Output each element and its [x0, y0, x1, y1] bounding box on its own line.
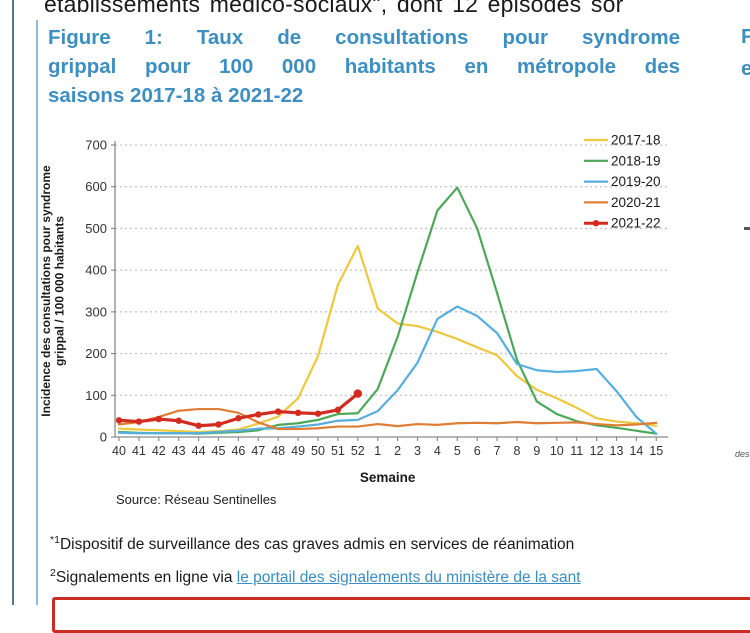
x-tick-label: 10 — [550, 444, 564, 458]
x-tick-label: 9 — [533, 444, 540, 458]
x-tick-label: 48 — [271, 444, 285, 458]
x-tick-label: 6 — [474, 444, 481, 458]
x-tick-label: 11 — [570, 444, 583, 458]
series-line-2019-20 — [117, 305, 658, 435]
x-tick-label: 12 — [590, 444, 604, 458]
x-tick-label: 43 — [172, 444, 186, 458]
x-tick-label: 13 — [610, 444, 624, 458]
legend-label-2020-21: 2020-21 — [611, 195, 661, 210]
footnote-2: 2Signalements en ligne via le portail de… — [50, 567, 581, 587]
series-marker-2021-22 — [314, 410, 322, 417]
x-tick-label: 41 — [132, 444, 146, 458]
y-tick-label: 300 — [85, 304, 107, 319]
clipped-paragraph-text: établissements médico-sociaux", dont 12 … — [44, 0, 624, 17]
x-tick-label: 2 — [394, 444, 401, 458]
footnote-1-marker: *1 — [50, 534, 60, 546]
chart-source-label: Source: Réseau Sentinelles — [116, 492, 277, 507]
footnote-1-text: Dispositif de surveillance des cas grave… — [59, 536, 575, 554]
x-tick-label: 49 — [291, 444, 305, 458]
x-tick-label: 50 — [311, 444, 325, 458]
x-tick-label: 7 — [494, 444, 501, 458]
series-marker-2021-22 — [294, 409, 302, 417]
y-tick-label: 700 — [85, 138, 107, 153]
x-tick-label: 45 — [212, 444, 226, 458]
y-tick-label: 0 — [100, 430, 107, 445]
footnote-2-marker: 2 — [50, 567, 56, 579]
x-tick-label: 15 — [649, 444, 663, 458]
figure1-title: Figure 1: Taux de consultations pour syn… — [48, 23, 680, 110]
y-tick-label: 200 — [85, 346, 107, 361]
series-marker-2021-22 — [235, 415, 242, 422]
series-marker-2021-22 — [334, 406, 342, 414]
x-tick-label: 4 — [434, 444, 441, 458]
x-tick-label: 42 — [152, 444, 166, 458]
legend-marker-2021-22 — [592, 220, 600, 227]
y-axis-title: Incidence des consultations pour syndrom… — [39, 165, 67, 417]
series-marker-2021-22 — [255, 411, 262, 418]
series-line-2017-18 — [117, 244, 658, 434]
series-marker-2021-22 — [195, 422, 202, 429]
x-tick-label: 8 — [514, 444, 521, 458]
figure2-title-fragment-1: F — [741, 25, 750, 48]
figure-box-left-border — [36, 20, 38, 605]
figure1-title-line2: grippal pour 100 000 habitants en métrop… — [48, 55, 680, 78]
series-marker-2021-22 — [215, 421, 222, 428]
x-tick-label: 3 — [414, 444, 421, 458]
series-line-2020-21 — [117, 407, 658, 431]
x-tick-label: 46 — [231, 444, 245, 458]
series-marker-2021-22 — [135, 418, 143, 425]
x-tick-label: 14 — [629, 444, 643, 458]
x-axis-title: Semaine — [360, 470, 416, 485]
legend-label-2017-18: 2017-18 — [611, 133, 661, 148]
series-line-2018-19 — [117, 186, 658, 435]
x-tick-label: 51 — [331, 444, 345, 458]
series-marker-2021-22 — [155, 415, 162, 423]
figure1-title-line1: Figure 1: Taux de consultations pour syn… — [48, 26, 680, 49]
y-tick-label: 400 — [85, 263, 107, 278]
series-marker-2021-22 — [353, 389, 362, 398]
page-left-rule — [12, 0, 14, 605]
footnote-1: *1Dispositif de surveillance des cas gra… — [50, 534, 574, 554]
x-tick-label: 52 — [351, 444, 365, 458]
x-tick-label: 40 — [112, 444, 126, 458]
bulletin-page: { "top_fragment": "établissements médico… — [12, 0, 750, 633]
figure2-small-text-fragment: des — [735, 449, 750, 459]
x-tick-label: 47 — [251, 444, 265, 458]
series-marker-2021-22 — [275, 408, 282, 415]
y-tick-label: 500 — [85, 221, 107, 236]
footnote-2-text: Signalements en ligne via — [55, 569, 237, 587]
legend-label-2019-20: 2019-20 — [611, 174, 661, 189]
x-tick-label: 5 — [454, 444, 461, 458]
figure2-title-fragment-2: e — [741, 57, 750, 80]
x-tick-label: 1 — [374, 444, 381, 458]
legend-label-2018-19: 2018-19 — [611, 153, 661, 168]
legend-label-2021-22: 2021-22 — [611, 216, 661, 231]
series-marker-2021-22 — [115, 417, 123, 424]
figure1-title-line3: saisons 2017-18 à 2021-22 — [48, 84, 304, 107]
y-tick-label: 600 — [85, 179, 107, 194]
figure1-chart: 0 100 200 300 400 500 600 700 40 41 42 43 44 45 46 47 48… — [36, 125, 750, 487]
key-points-box-clipped — [52, 597, 750, 633]
y-tick-label: 100 — [85, 388, 107, 403]
x-tick-label: 44 — [192, 444, 206, 458]
figure2-legend-swatch-fragment — [744, 227, 750, 230]
series-marker-2021-22 — [175, 417, 182, 424]
signalement-portal-link[interactable]: le portail des signalements du ministère… — [236, 569, 581, 587]
